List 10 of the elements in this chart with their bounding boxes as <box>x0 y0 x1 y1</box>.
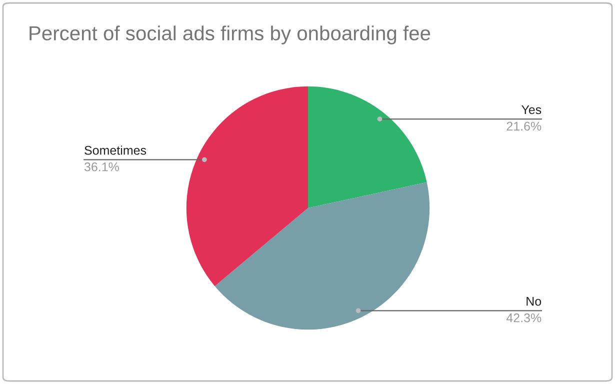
pie-slice <box>308 86 427 208</box>
slice-label: Sometimes <box>84 146 146 155</box>
data-label: 36.1% <box>84 162 119 172</box>
data-label: 42.3% <box>506 313 542 322</box>
data-label: 21.6% <box>506 122 542 131</box>
pie-slice <box>214 182 430 330</box>
slice-label: No <box>526 297 542 306</box>
chart-title: Percent of social ads firms by onboarding fee <box>30 26 430 44</box>
pie-slice <box>186 86 308 286</box>
slice-label: Yes <box>521 105 542 114</box>
